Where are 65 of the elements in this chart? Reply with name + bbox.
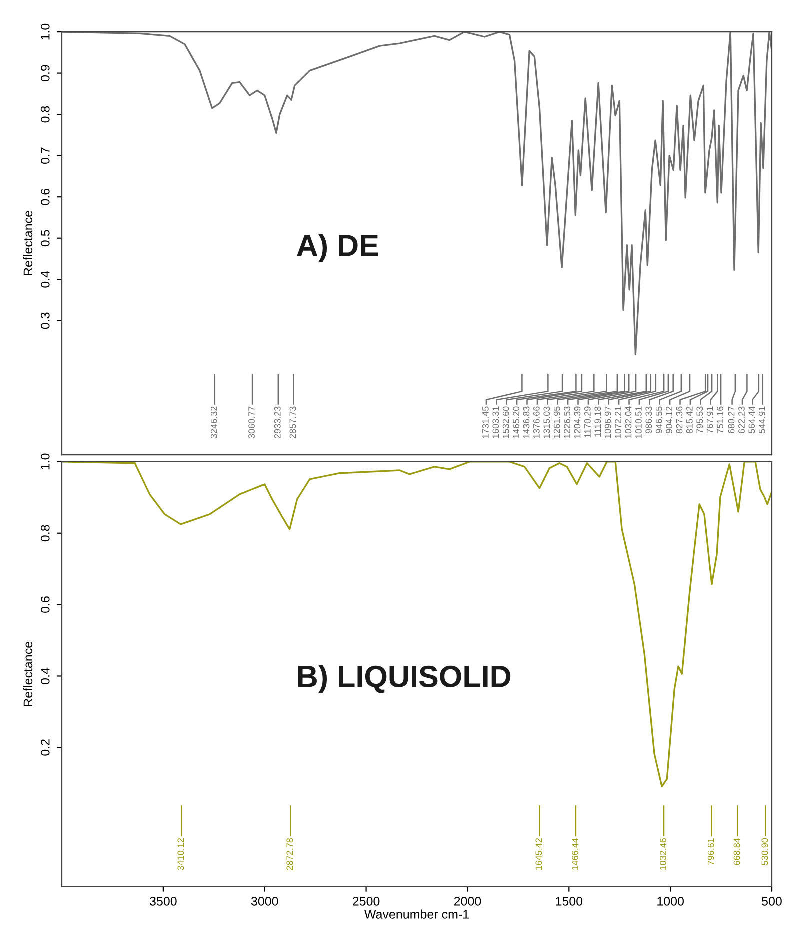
y-tick-label: 0.8 [40, 106, 50, 123]
annotation: 1226.53 [564, 406, 570, 438]
annotation: 2872.78 [286, 838, 294, 870]
annotation: 946.55 [656, 406, 662, 434]
x-tick-label: 500 [762, 897, 782, 906]
y-tick-label: 0.4 [40, 668, 50, 684]
annotation: 1204.39 [574, 406, 581, 438]
y-tick-label: 1.0 [40, 24, 50, 40]
annotation: 3060.77 [248, 406, 255, 439]
annotation: 1096.97 [604, 406, 612, 438]
annotation: 1532.60 [502, 406, 510, 438]
x-tick-label: 2500 [353, 897, 380, 906]
annotation: 564.44 [748, 406, 756, 434]
annotation: 904.12 [666, 406, 672, 434]
annotation: 767.91 [706, 406, 714, 434]
x-tick-label: 1500 [556, 897, 583, 906]
annotation: 986.33 [646, 406, 652, 434]
y-tick-label: 0.2 [40, 740, 50, 756]
annotation: 668.84 [734, 838, 740, 866]
annotation: 2933.23 [274, 406, 281, 439]
y-tick-label: 0.7 [40, 148, 50, 164]
y-tick-label: 0.9 [40, 65, 50, 82]
annotation: 1032.04 [625, 406, 632, 438]
annotation: 1032.46 [660, 838, 666, 870]
annotation: A) DE [297, 234, 378, 263]
y-tick-label: 0.3 [40, 312, 50, 330]
annotation: 1170.29 [584, 406, 591, 438]
annotation: 1465.20 [513, 406, 520, 438]
annotation: 1261.95 [554, 406, 560, 438]
y-axis-title: Reflectance [23, 211, 33, 276]
y-tick-label: 0.8 [40, 525, 50, 542]
annotation: 815.42 [686, 406, 693, 434]
y-tick-label: 1.0 [40, 454, 50, 470]
annotation: 796.61 [708, 838, 714, 866]
annotation: 1072.21 [615, 406, 622, 438]
x-tick-label: 2000 [454, 897, 482, 906]
annotation: 622.23 [738, 406, 745, 434]
annotation: 751.16 [717, 406, 724, 434]
annotation: 680.27 [728, 406, 735, 434]
x-tick-label: 1000 [658, 897, 684, 906]
y-tick-label: 0.6 [40, 596, 50, 614]
annotation: 1010.51 [635, 406, 642, 438]
x-tick-label: 3000 [251, 897, 278, 906]
annotation: 1436.83 [523, 406, 530, 438]
annotation: 827.36 [676, 406, 683, 434]
annotation: 3246.32 [210, 406, 218, 439]
annotation: 2857.73 [290, 406, 296, 439]
x-tick-label: 3500 [150, 897, 177, 906]
x-axis-title: Wavenumber cm-1 [364, 910, 469, 919]
annotation: 1603.31 [492, 406, 500, 438]
annotation: 795.53 [696, 406, 704, 434]
annotation: 1466.44 [572, 838, 578, 870]
y-tick-label: 0.4 [40, 271, 50, 288]
annotation: 530.90 [762, 838, 768, 866]
annotation: 1315.03 [544, 406, 550, 438]
annotation: 1119.18 [594, 406, 602, 437]
annotation: 544.91 [758, 406, 766, 434]
y-tick-label: 0.5 [40, 230, 50, 247]
annotation: 1376.66 [533, 406, 540, 438]
y-axis-title: Reflectance [23, 642, 33, 706]
annotation: 1645.42 [536, 838, 542, 870]
annotation: B) LIQUISOLID [298, 665, 511, 694]
y-tick-label: 0.6 [40, 188, 50, 206]
annotation: 3410.12 [178, 838, 184, 870]
annotation: 1731.45 [482, 406, 489, 438]
